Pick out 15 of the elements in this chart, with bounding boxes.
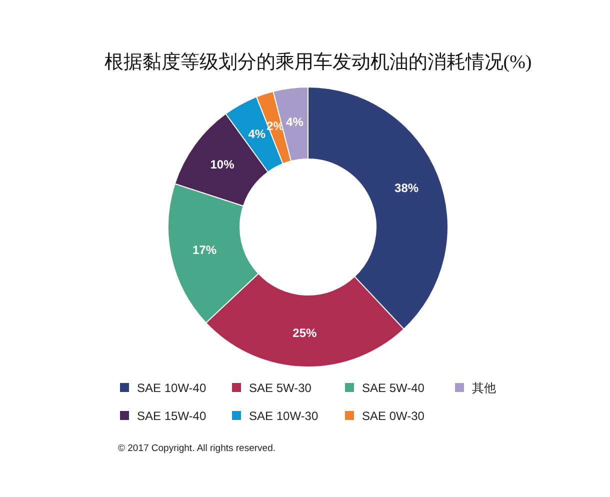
data-label: 38% <box>394 180 419 195</box>
legend-label: SAE 5W-30 <box>249 381 312 395</box>
data-label: 4% <box>248 127 266 142</box>
data-label: 25% <box>292 326 318 340</box>
legend-label: SAE 15W-40 <box>137 409 206 423</box>
text: © 2017 Copyright. All rights reserved. <box>118 443 276 454</box>
data-label: 4% <box>286 114 304 129</box>
legend-label: SAE 5W-40 <box>362 381 425 395</box>
legend-label: SAE 10W-30 <box>249 409 318 423</box>
legend-label: SAE 0W-30 <box>362 409 425 423</box>
data-label: 10% <box>210 158 235 172</box>
legend-label: 其他 <box>472 381 496 395</box>
chart-title: 根据黏度等级划分的乘用车发动机油的消耗情况(%) <box>104 51 532 73</box>
data-label: 17% <box>192 243 217 258</box>
legend-label: SAE 10W-40 <box>137 381 206 395</box>
